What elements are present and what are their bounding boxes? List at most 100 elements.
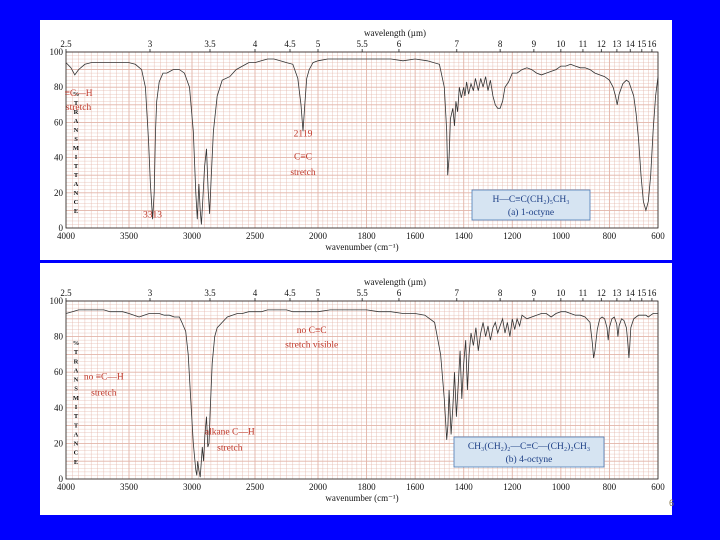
top-tick-label: 4 [253, 39, 258, 49]
y-axis-title-char: R [74, 109, 79, 116]
spectrum-trace [65, 58, 659, 225]
y-tick-label: 20 [54, 438, 64, 448]
x-tick-label: 3500 [120, 231, 139, 241]
y-axis-title-char: C [74, 450, 79, 457]
y-axis-title-char: % [73, 91, 80, 98]
x-tick-label: 3000 [183, 231, 202, 241]
x-tick-label: 800 [603, 231, 617, 241]
x-tick-label: 3000 [183, 482, 202, 492]
top-tick-label: 4.5 [284, 288, 296, 298]
y-axis-title-char: T [74, 172, 79, 179]
annotation-label: alkane C—H [205, 428, 255, 438]
annotation-label: stretch visible [285, 340, 338, 350]
y-axis-title-char: M [73, 395, 79, 402]
y-tick-label: 20 [54, 188, 64, 198]
y-axis-title-char: T [74, 100, 79, 107]
annotation-label: stretch [91, 388, 117, 398]
compound-label: (b) 4-octyne [506, 454, 553, 465]
top-tick-label: 16 [647, 39, 657, 49]
top-axis-title: wavelength (µm) [364, 28, 426, 38]
y-tick-label: 100 [50, 296, 64, 306]
annotation-label: stretch [66, 103, 92, 113]
y-axis-title-char: T [74, 163, 79, 170]
top-tick-label: 10 [556, 39, 566, 49]
y-tick-label: 60 [54, 117, 64, 127]
top-tick-label: 3.5 [204, 288, 216, 298]
top-tick-label: 4.5 [284, 39, 296, 49]
compound-formula: H—C≡C(CH₂)₅CH₃ [492, 194, 569, 205]
x-tick-label: 1800 [358, 231, 377, 241]
x-tick-label: 1400 [455, 231, 474, 241]
top-tick-label: 5.5 [357, 39, 369, 49]
top-tick-label: 3 [148, 288, 153, 298]
y-axis-title-char: A [74, 431, 79, 438]
annotation-label: no C≡C [297, 326, 327, 336]
x-tick-label: 600 [651, 482, 665, 492]
top-tick-label: 6 [397, 39, 402, 49]
annotation-label: ≡C—H [65, 89, 93, 99]
x-tick-label: 4000 [57, 482, 76, 492]
top-tick-label: 8 [498, 288, 503, 298]
top-tick-label: 9 [532, 39, 537, 49]
top-tick-label: 5 [316, 288, 321, 298]
y-axis-title-char: E [74, 208, 78, 215]
x-tick-label: 1600 [406, 482, 425, 492]
x-tick-label: 1400 [455, 482, 474, 492]
y-axis-title-char: A [74, 118, 79, 125]
y-axis-title-char: M [73, 145, 79, 152]
annotation-label: C≡C [294, 152, 312, 162]
top-tick-label: 13 [612, 288, 622, 298]
compound-title-box [471, 189, 591, 221]
x-tick-label: 4000 [57, 231, 76, 241]
y-axis-title-char: E [74, 459, 78, 466]
annotation-label: no ≡C—H [84, 372, 124, 382]
top-tick-label: 9 [532, 288, 537, 298]
compound-label: (a) 1-octyne [508, 207, 554, 218]
ir-spectrum-1-octyne: 0 20 40 60 80 100 4000 3500 3000 2500 2000 1800 1600… [50, 28, 666, 252]
top-tick-label: 4 [253, 288, 258, 298]
ir-spectrum-4-octyne: 0 20 40 60 80 100 4000 3500 3000 2500 2000 1800 1600… [50, 277, 666, 503]
y-axis-title-char: N [74, 377, 79, 384]
top-tick-label: 16 [647, 288, 657, 298]
y-axis-title-char: R [74, 358, 79, 365]
top-tick-label: 12 [597, 288, 606, 298]
x-tick-label: 1600 [406, 231, 425, 241]
top-tick-label: 2.5 [60, 288, 72, 298]
x-tick-label: 2500 [246, 482, 265, 492]
y-axis-title-char: A [74, 181, 79, 188]
y-tick-label: 0 [59, 223, 64, 233]
y-axis-title-char: T [74, 413, 79, 420]
x-axis-title: wavenumber (cm⁻¹) [325, 493, 398, 503]
top-tick-label: 6 [397, 288, 402, 298]
y-axis-title-char: T [74, 422, 79, 429]
ir-spectrum-1-octyne-panel: 0 20 40 60 80 100 4000 3500 3000 2500 2000 1800 1600… [40, 20, 672, 260]
x-tick-label: 1200 [503, 482, 522, 492]
y-tick-label: 40 [54, 403, 64, 413]
top-tick-label: 7 [455, 39, 460, 49]
x-axis-title: wavenumber (cm⁻¹) [325, 242, 398, 252]
x-tick-label: 1000 [552, 231, 571, 241]
annotation-label: 2119 [294, 129, 313, 139]
top-tick-label: 7 [455, 288, 460, 298]
y-axis-title-char: C [74, 199, 79, 206]
top-tick-label: 14 [626, 39, 636, 49]
top-tick-label: 5.5 [357, 288, 369, 298]
compound-title-box [453, 436, 605, 468]
annotations: ≡C—H stretch 3313 2119 C≡C stretch [65, 89, 316, 220]
y-tick-label: 100 [50, 47, 64, 57]
top-tick-label: 11 [579, 288, 588, 298]
annotation-label: 3313 [143, 210, 162, 220]
y-axis-title-char: N [74, 441, 79, 448]
x-tick-label: 800 [603, 482, 617, 492]
y-axis-title-char: T [74, 349, 79, 356]
y-tick-label: 0 [59, 474, 64, 484]
top-tick-label: 13 [612, 39, 622, 49]
top-axis-title: wavelength (µm) [364, 277, 426, 287]
compound-formula: CH₃(CH₂)₂—C≡C—(CH₂)₂CH₃ [468, 441, 590, 452]
x-tick-label: 1200 [503, 231, 522, 241]
top-tick-label: 11 [579, 39, 588, 49]
y-axis-title-char: N [74, 127, 79, 134]
